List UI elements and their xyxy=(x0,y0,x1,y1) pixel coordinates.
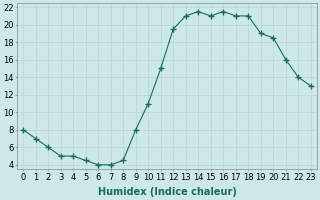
X-axis label: Humidex (Indice chaleur): Humidex (Indice chaleur) xyxy=(98,187,236,197)
